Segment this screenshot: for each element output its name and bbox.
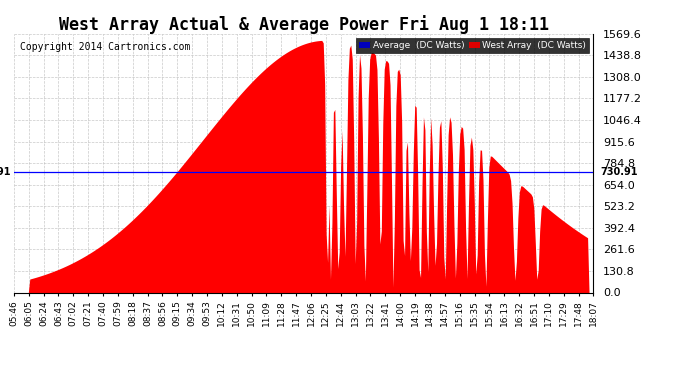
Text: 730.91: 730.91: [0, 167, 11, 177]
Title: West Array Actual & Average Power Fri Aug 1 18:11: West Array Actual & Average Power Fri Au…: [59, 15, 549, 34]
Text: Copyright 2014 Cartronics.com: Copyright 2014 Cartronics.com: [19, 42, 190, 51]
Legend: Average  (DC Watts), West Array  (DC Watts): Average (DC Watts), West Array (DC Watts…: [356, 38, 589, 53]
Text: 730.91: 730.91: [600, 167, 638, 177]
